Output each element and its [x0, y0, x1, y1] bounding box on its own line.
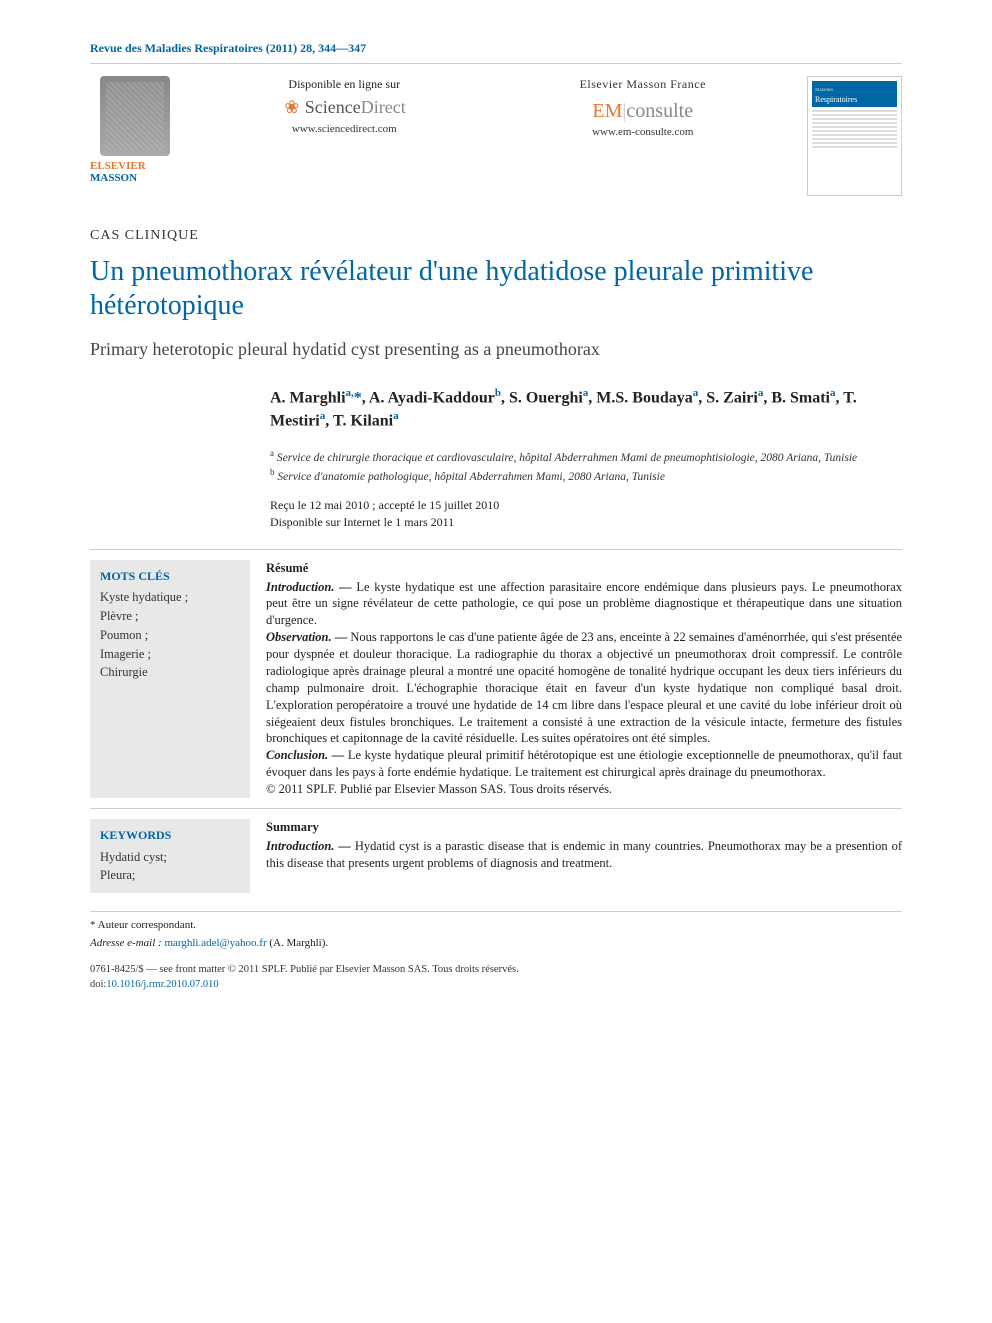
summary-section: KEYWORDS Hydatid cyst;Pleura; Summary In…: [90, 808, 902, 893]
publisher-line2: MASSON: [90, 172, 137, 184]
sciencedirect-block: Disponible en ligne sur ScienceDirect ww…: [210, 76, 479, 137]
summary-introduction: Introduction. — Hydatid cyst is a parast…: [266, 838, 902, 872]
publisher-line1: ELSEVIER: [90, 160, 146, 172]
resume-section: MOTS CLÉS Kyste hydatique ;Plèvre ;Poumo…: [90, 549, 902, 798]
resume-conclusion: Conclusion. — Le kyste hydatique pleural…: [266, 747, 902, 781]
doi-link[interactable]: 10.1016/j.rmr.2010.07.010: [106, 979, 218, 990]
online-date: Disponible sur Internet le 1 mars 2011: [270, 514, 902, 531]
emconsulte-block: Elsevier Masson France EM|consulte www.e…: [509, 76, 778, 140]
mots-cles-heading: MOTS CLÉS: [100, 568, 240, 585]
resume-observation: Observation. — Nous rapportons le cas d'…: [266, 629, 902, 747]
available-online-label: Disponible en ligne sur: [210, 76, 479, 93]
header-banner: ELSEVIER MASSON Disponible en ligne sur …: [90, 76, 902, 196]
keywords-list: Hydatid cyst;Pleura;: [100, 848, 240, 886]
article-subtitle: Primary heterotopic pleural hydatid cyst…: [90, 337, 902, 362]
journal-cover-thumbnail: Maladies Respiratoires: [807, 76, 902, 196]
keywords-box: KEYWORDS Hydatid cyst;Pleura;: [90, 819, 250, 893]
sciencedirect-icon: [283, 98, 301, 116]
footnotes: * Auteur correspondant. Adresse e-mail :…: [90, 911, 902, 951]
cover-title: Respiratoires: [815, 95, 857, 104]
authors-list: A. Marghlia,*, A. Ayadi-Kaddourb, S. Oue…: [270, 386, 902, 433]
sciencedirect-url[interactable]: www.sciencedirect.com: [210, 122, 479, 137]
sd-brand1: Science: [305, 97, 361, 117]
keywords-heading: KEYWORDS: [100, 827, 240, 844]
cover-suptitle: Maladies: [815, 88, 833, 93]
em-company: Elsevier Masson France: [509, 76, 778, 93]
received-accepted-date: Reçu le 12 mai 2010 ; accepté le 15 juil…: [270, 497, 902, 514]
elsevier-tree-icon: [100, 76, 170, 156]
article-title: Un pneumothorax révélateur d'une hydatid…: [90, 255, 902, 322]
resume-introduction: Introduction. — Le kyste hydatique est u…: [266, 579, 902, 630]
em-brand1: EM: [592, 100, 622, 122]
copyright-line: 0761-8425/$ — see front matter © 2011 SP…: [90, 963, 902, 978]
affiliation-b: b Service d'anatomie pathologique, hôpit…: [270, 466, 902, 485]
emconsulte-url[interactable]: www.em-consulte.com: [509, 125, 778, 140]
affiliation-a: a Service de chirurgie thoracique et car…: [270, 447, 902, 466]
publisher-logo: ELSEVIER MASSON: [90, 76, 180, 184]
article-type: CAS CLINIQUE: [90, 226, 902, 246]
authors-block: A. Marghlia,*, A. Ayadi-Kaddourb, S. Oue…: [270, 386, 902, 531]
corresponding-author-note: * Auteur correspondant.: [90, 918, 902, 933]
summary-body: Summary Introduction. — Hydatid cyst is …: [266, 819, 902, 893]
resume-body: Résumé Introduction. — Le kyste hydatiqu…: [266, 560, 902, 798]
email-note: Adresse e-mail : marghli.adel@yahoo.fr (…: [90, 936, 902, 951]
copyright-block: 0761-8425/$ — see front matter © 2011 SP…: [90, 963, 902, 992]
resume-heading: Résumé: [266, 560, 902, 577]
mots-cles-list: Kyste hydatique ;Plèvre ;Poumon ;Imageri…: [100, 588, 240, 682]
em-brand2: consulte: [626, 100, 693, 122]
author-email-link[interactable]: marghli.adel@yahoo.fr: [164, 937, 266, 949]
summary-heading: Summary: [266, 819, 902, 836]
mots-cles-box: MOTS CLÉS Kyste hydatique ;Plèvre ;Poumo…: [90, 560, 250, 798]
journal-reference: Revue des Maladies Respiratoires (2011) …: [90, 40, 902, 64]
doi-line: doi:10.1016/j.rmr.2010.07.010: [90, 978, 902, 993]
sd-brand2: Direct: [361, 97, 406, 117]
resume-copyright: © 2011 SPLF. Publié par Elsevier Masson …: [266, 781, 902, 798]
